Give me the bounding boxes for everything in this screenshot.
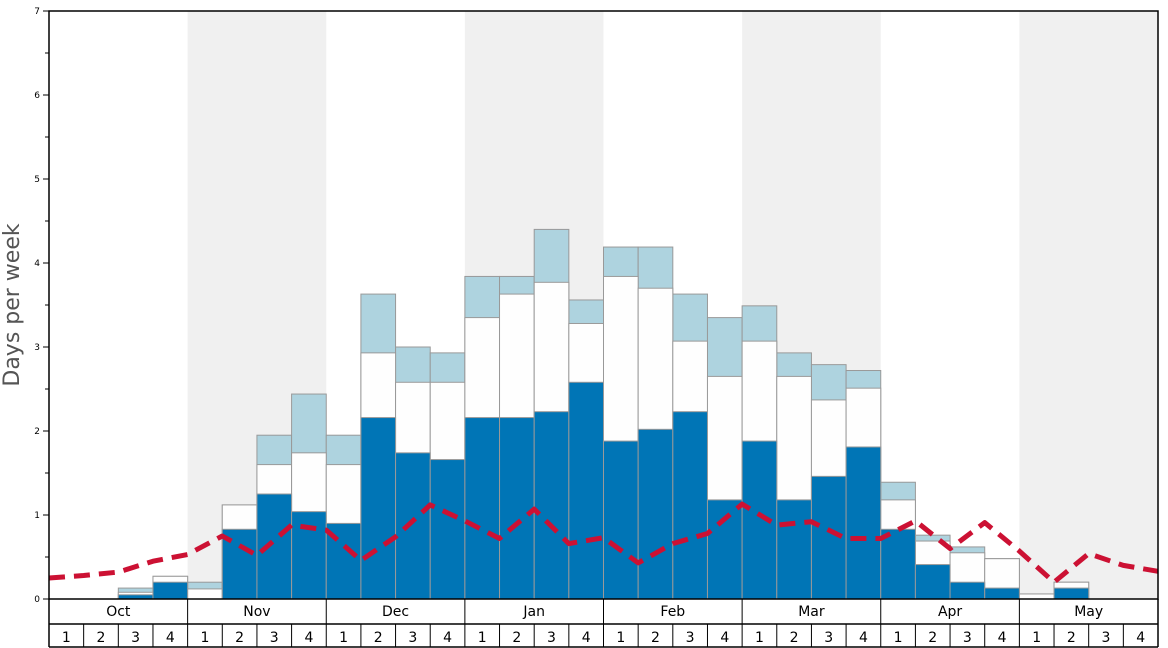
week-label: 2	[512, 630, 521, 646]
bar-dark-9	[360, 417, 397, 600]
bar-dark-6	[256, 493, 293, 600]
week-label: 3	[824, 630, 833, 646]
week-label: 2	[97, 630, 106, 646]
week-label: 4	[998, 630, 1007, 646]
week-label: 4	[304, 630, 313, 646]
month-label-feb: Feb	[660, 604, 685, 620]
y-tick-label: 3	[34, 343, 40, 353]
bar-dark-27	[984, 587, 1020, 600]
y-tick-label: 4	[34, 259, 40, 269]
bar-dark-16	[603, 440, 639, 600]
month-band-may	[1019, 11, 1158, 599]
week-label: 4	[1136, 630, 1145, 646]
bar-dark-12	[464, 417, 501, 600]
bar-dark-13	[499, 417, 535, 600]
bar-dark-19	[706, 499, 743, 600]
week-label: 1	[755, 630, 764, 646]
month-label-jan: Jan	[522, 604, 545, 620]
week-label: 3	[963, 630, 972, 646]
bar-dark-21	[776, 499, 812, 600]
y-tick-label: 0	[34, 595, 40, 605]
week-label: 1	[1032, 630, 1041, 646]
bar-dark-29	[1053, 587, 1090, 600]
week-label: 1	[200, 630, 209, 646]
week-label: 3	[131, 630, 140, 646]
week-label: 3	[270, 630, 279, 646]
y-tick-label: 2	[34, 427, 40, 437]
month-label-may: May	[1074, 604, 1103, 620]
week-label: 4	[859, 630, 868, 646]
bar-dark-8	[325, 522, 362, 600]
week-label: 4	[582, 630, 591, 646]
week-label: 3	[547, 630, 556, 646]
y-axis-label: Days per week	[0, 223, 25, 386]
x-axis: Oct 1 2 3 4 Nov 1 2 3 4 Dec 1 2 3 4 Jan 1 2 3 4 Feb 1 2 3 4 Mar 1 2…	[48, 599, 1159, 648]
week-label: 2	[1067, 630, 1076, 646]
week-label: 3	[408, 630, 417, 646]
y-tick-label: 5	[34, 175, 40, 185]
y-tick-label: 6	[34, 91, 40, 101]
bar-white-4	[187, 588, 223, 600]
bar-dark-10	[395, 452, 431, 600]
week-label: 4	[443, 630, 452, 646]
bar-dark-18	[672, 411, 708, 600]
week-label: 3	[1102, 630, 1111, 646]
week-label: 3	[686, 630, 695, 646]
week-label: 1	[339, 630, 348, 646]
bar-dark-25	[914, 564, 951, 600]
bar-white-28	[1018, 593, 1055, 600]
week-label: 2	[235, 630, 244, 646]
y-axis: 0 1 2 3 4 5 6 7	[34, 7, 49, 605]
month-label-oct: Oct	[106, 604, 131, 620]
bar-dark-24	[880, 528, 916, 600]
bar-dark-15	[568, 381, 604, 600]
week-label: 4	[166, 630, 175, 646]
bar-dark-26	[949, 581, 986, 600]
week-label: 2	[651, 630, 660, 646]
week-label: 1	[616, 630, 625, 646]
week-label: 2	[374, 630, 383, 646]
week-label: 1	[62, 630, 71, 646]
y-tick-label: 1	[34, 511, 40, 521]
week-label: 4	[720, 630, 729, 646]
month-label-dec: Dec	[382, 604, 409, 620]
bar-dark-7	[291, 511, 327, 600]
month-label-apr: Apr	[938, 604, 962, 620]
week-label: 1	[478, 630, 487, 646]
bar-dark-11	[429, 459, 466, 600]
bar-dark-3	[152, 581, 189, 600]
y-tick-label: 7	[34, 7, 40, 17]
bar-dark-17	[637, 428, 674, 600]
bar-dark-14	[533, 411, 570, 600]
week-label: 2	[928, 630, 937, 646]
month-label-nov: Nov	[243, 604, 270, 620]
month-label-mar: Mar	[798, 604, 825, 620]
week-label: 1	[894, 630, 903, 646]
bar-dark-23	[845, 446, 882, 600]
week-label: 2	[790, 630, 799, 646]
